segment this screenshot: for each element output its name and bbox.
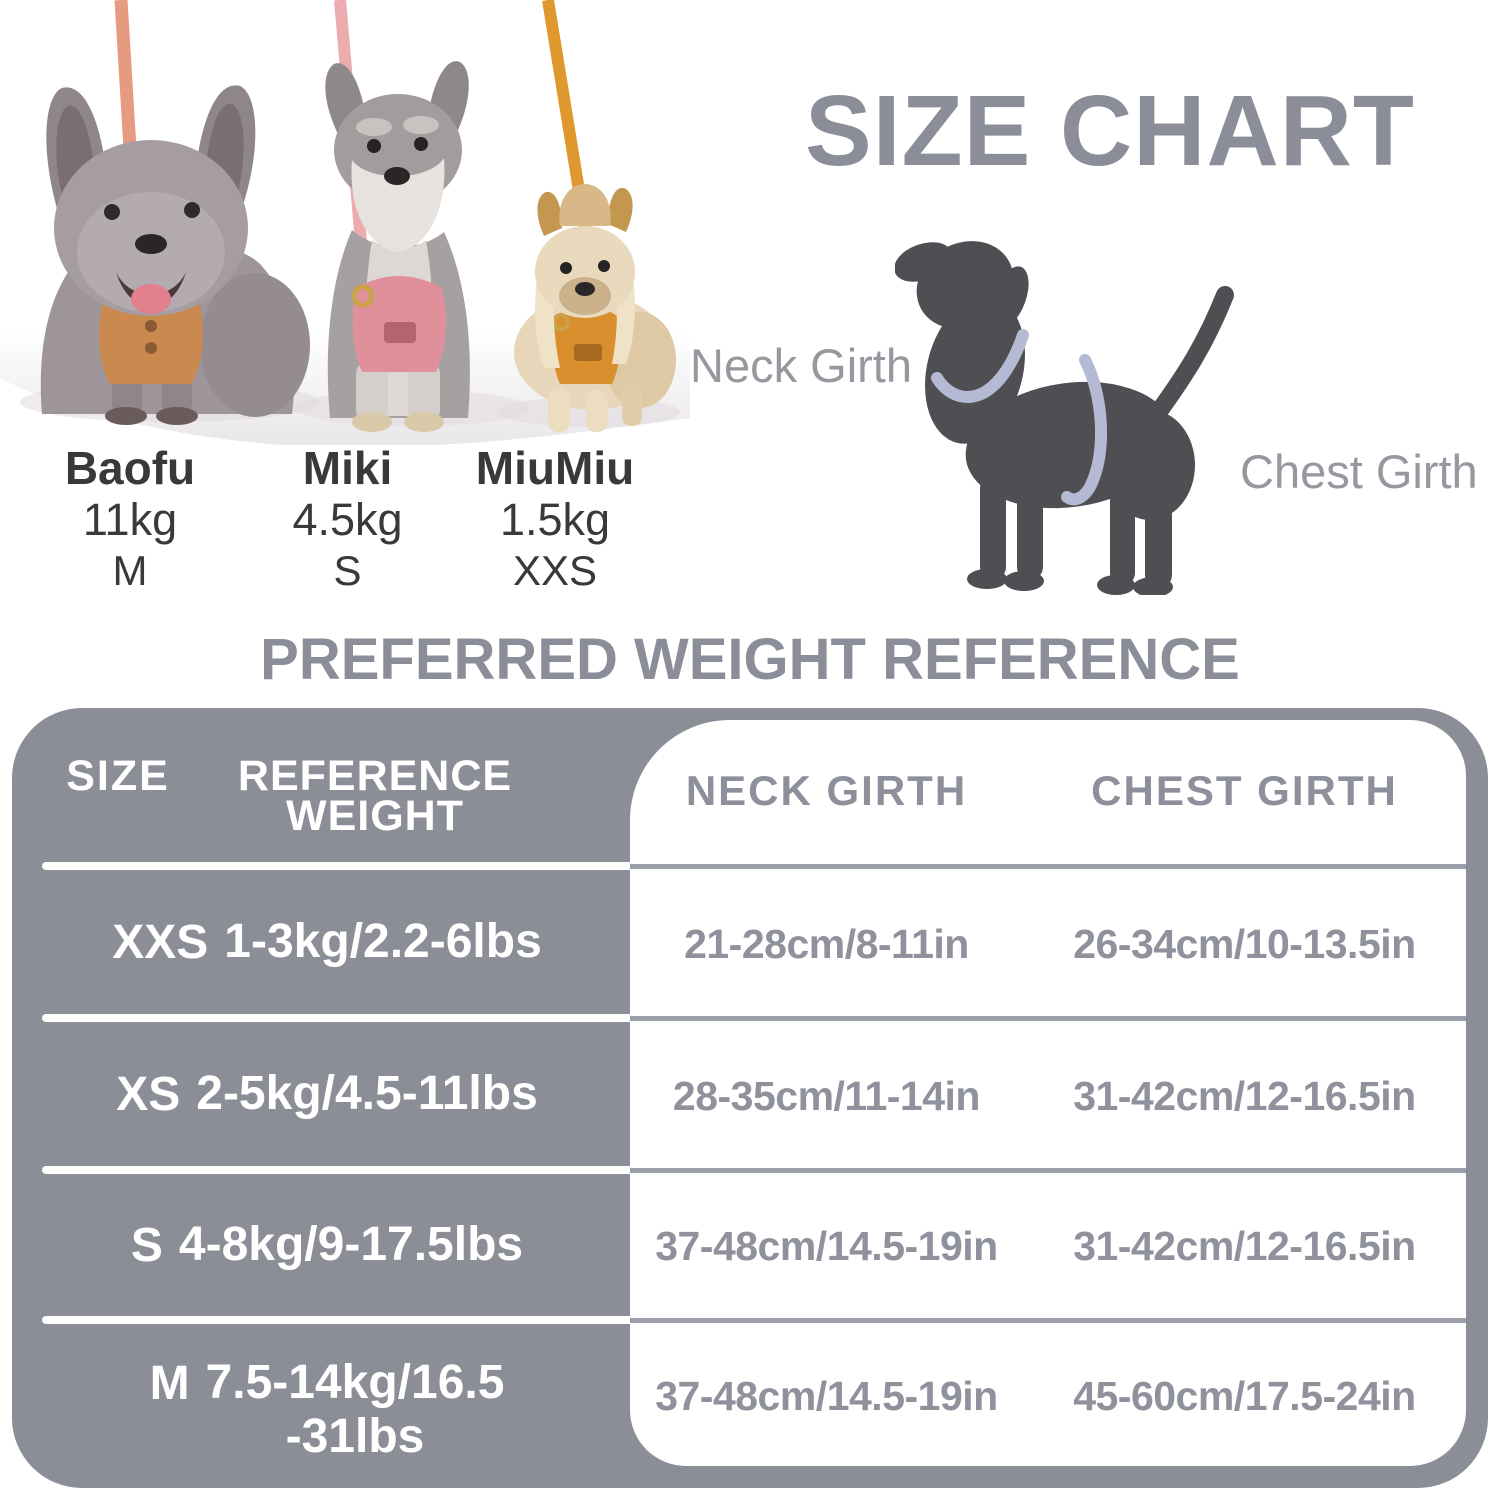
dog-name: Baofu <box>64 442 196 494</box>
dog-silhouette <box>895 241 1234 595</box>
header-neck-girth: NECK GIRTH <box>685 766 968 814</box>
model-label-baofu: Baofu 11kg M <box>35 442 225 596</box>
weight-value: 2-5kg/4.5-11lbs <box>196 1067 538 1120</box>
row-divider <box>42 862 634 870</box>
dog-name: Miki <box>302 442 393 494</box>
dog-weight: 4.5kg <box>292 494 403 545</box>
table-row-measurements: 28-35cm/11-14in 31-42cm/12-16.5in <box>630 1026 1466 1166</box>
weight-value: 4-8kg/9-17.5lbs <box>178 1218 524 1271</box>
table-row-label: XS 2-5kg/4.5-11lbs <box>24 1022 630 1166</box>
size-value: XXS <box>112 915 209 969</box>
schnauzer-illustration <box>325 61 470 432</box>
model-label-miki: Miki 4.5kg S <box>250 442 445 596</box>
dog-size: M <box>112 547 148 594</box>
size-value: S <box>130 1218 163 1272</box>
dog-weight: 1.5kg <box>499 494 611 545</box>
size-value: XS <box>116 1067 181 1121</box>
table-row-label: XXS 1-3kg/2.2-6lbs <box>24 870 630 1014</box>
row-divider <box>42 1014 634 1022</box>
header-chest-girth: CHEST GIRTH <box>1091 766 1398 814</box>
section-heading: PREFERRED WEIGHT REFERENCE <box>260 627 1240 692</box>
chest-girth-value: 31-42cm/12-16.5in <box>1073 1222 1416 1269</box>
table-row-measurements: 37-48cm/14.5-19in 45-60cm/17.5-24in <box>630 1326 1466 1466</box>
product-photo <box>0 0 690 445</box>
model-label-miumiu: MiuMiu 1.5kg XXS <box>455 442 655 596</box>
neck-girth-value: 37-48cm/14.5-19in <box>655 1372 998 1419</box>
row-divider <box>42 1316 634 1324</box>
bulldog-illustration <box>40 85 310 425</box>
table-row-label: S 4-8kg/9-17.5lbs <box>24 1174 630 1316</box>
header-size: SIZE <box>66 752 170 800</box>
chest-girth-band <box>1061 354 1108 506</box>
weight-value: 1-3kg/2.2-6lbs <box>224 915 542 968</box>
weight-value: 7.5-14kg/16.5 -31lbs <box>205 1356 505 1463</box>
row-divider <box>42 1166 634 1174</box>
dog-size: XXS <box>512 547 598 594</box>
chest-girth-value: 26-34cm/10-13.5in <box>1073 920 1416 967</box>
table-row-measurements: 37-48cm/14.5-19in 31-42cm/12-16.5in <box>630 1176 1466 1316</box>
neck-girth-label: Neck Girth <box>690 339 912 392</box>
row-divider <box>630 1318 1466 1323</box>
chest-girth-value: 45-60cm/17.5-24in <box>1073 1372 1416 1419</box>
row-divider <box>630 1016 1466 1021</box>
row-divider <box>630 1168 1466 1173</box>
dog-silhouette-diagram <box>895 241 1234 595</box>
neck-girth-value: 37-48cm/14.5-19in <box>655 1222 998 1269</box>
dog-name: MiuMiu <box>475 442 635 494</box>
header-reference-weight: REFERENCE WEIGHT <box>237 752 513 840</box>
table-row-label: M 7.5-14kg/16.5 -31lbs <box>24 1324 630 1474</box>
row-divider <box>630 864 1466 869</box>
chest-girth-label: Chest Girth <box>1240 445 1478 498</box>
table-measurements-panel <box>630 720 1466 1466</box>
table-row-measurements: 21-28cm/8-11in 26-34cm/10-13.5in <box>630 874 1466 1014</box>
chest-girth-value: 31-42cm/12-16.5in <box>1073 1072 1416 1119</box>
neck-girth-value: 28-35cm/11-14in <box>672 1072 981 1119</box>
size-value: M <box>149 1357 190 1410</box>
page-title: SIZE CHART <box>805 75 1415 187</box>
neck-girth-band <box>931 329 1029 403</box>
neck-girth-value: 21-28cm/8-11in <box>684 920 969 967</box>
yorkie-illustration <box>514 184 676 432</box>
dog-size: S <box>333 547 362 594</box>
size-table: SIZE REFERENCE WEIGHT NECK GIRTH CHEST G… <box>12 708 1488 1488</box>
dog-weight: 11kg <box>82 494 178 545</box>
